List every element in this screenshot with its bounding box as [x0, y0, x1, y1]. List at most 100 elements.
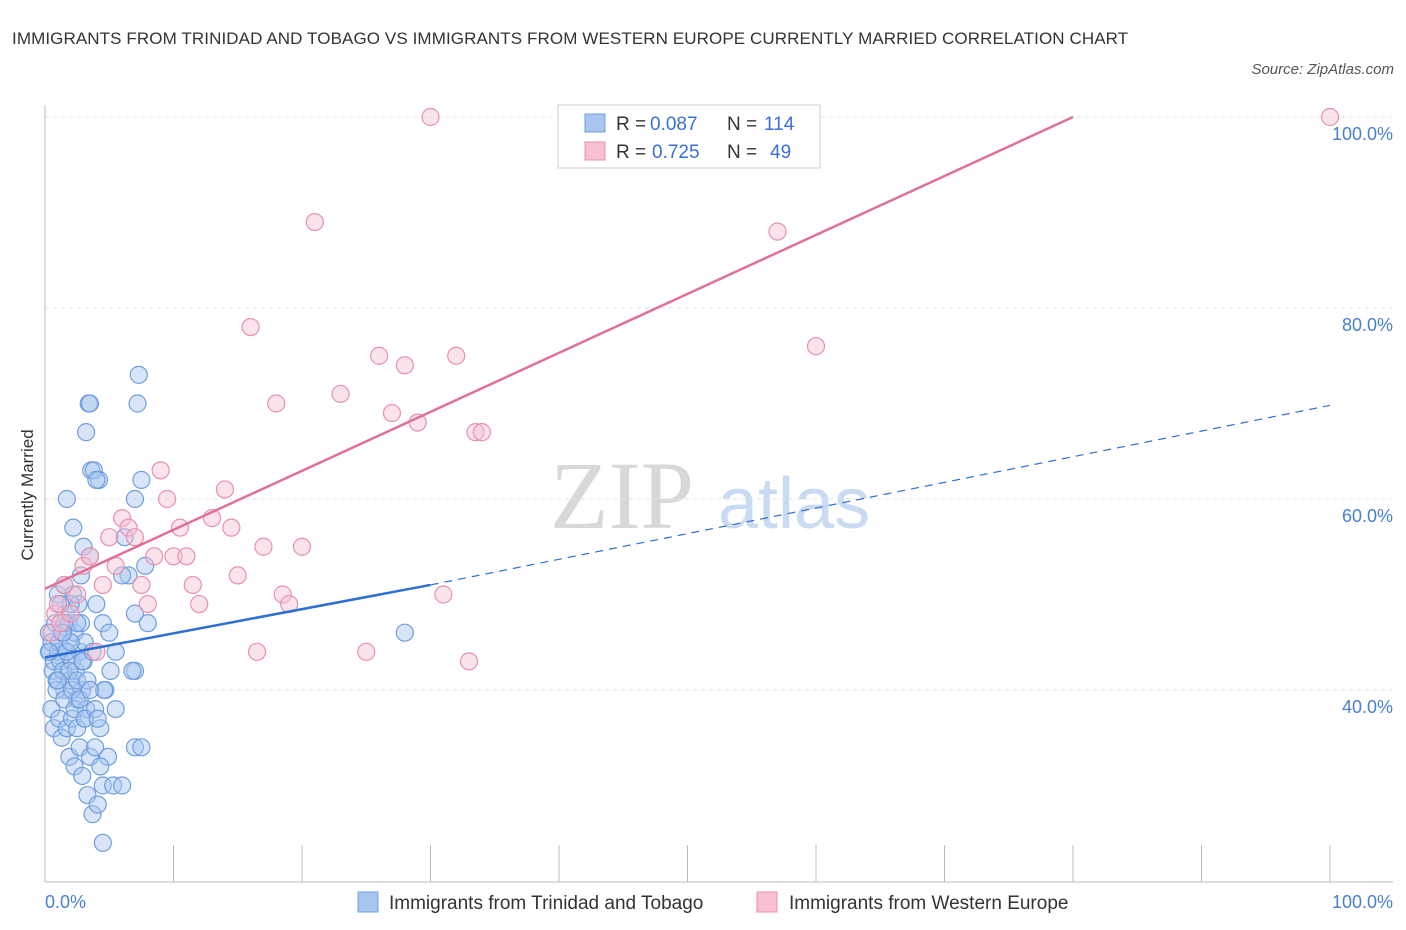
- trinidad-point-110: [123, 661, 142, 681]
- western-europe-point-52: [806, 337, 826, 356]
- trinidad-point-30: [42, 699, 61, 719]
- bottom-legend-label-pink: Immigrants from Western Europe: [789, 893, 1068, 914]
- trinidad-point-23: [69, 594, 88, 614]
- western-europe-point-31: [247, 642, 267, 661]
- western-europe-point-46: [447, 346, 466, 365]
- series-legend: Immigrants from Trinidad and Tobago Immi…: [357, 891, 1068, 914]
- western-europe-point-45: [421, 107, 440, 127]
- western-europe-point-30: [241, 318, 260, 337]
- western-europe-point-19: [151, 461, 170, 480]
- trinidad-point-48: [88, 795, 107, 814]
- legend-swatch-pink: [584, 141, 606, 161]
- trinidad-point-60: [74, 537, 93, 556]
- trinidad-point-113: [395, 623, 414, 642]
- western-europe-point-47: [459, 652, 479, 671]
- western-europe-point-6: [68, 585, 87, 604]
- trinidad-point-79: [132, 470, 151, 489]
- legend-n-value-blue: 114: [764, 114, 795, 135]
- western-europe-point-34: [273, 585, 292, 604]
- trinidad-point-62: [87, 594, 106, 614]
- trinidad-point-107: [48, 671, 67, 690]
- legend-r-label-blue: R =: [616, 114, 646, 135]
- trend-line-trinidad: [44, 583, 431, 659]
- bottom-legend-label-blue: Immigrants from Trinidad and Tobago: [389, 893, 703, 914]
- western-europe-point-21: [164, 547, 183, 566]
- watermark-zip: ZIP: [550, 442, 694, 549]
- y-tick-label-60: 60.0%: [1342, 506, 1393, 526]
- trinidad-point-89: [132, 738, 151, 757]
- y-axis-label: Currently Married: [18, 429, 37, 560]
- series-western-europe-points: [42, 107, 1340, 671]
- trinidad-point-111: [138, 614, 157, 633]
- bottom-legend-swatch-pink: [756, 891, 778, 913]
- trinidad-point-36: [57, 719, 76, 738]
- western-europe-point-38: [331, 384, 350, 404]
- western-europe-point-36: [292, 537, 312, 556]
- western-europe-point-29: [228, 566, 247, 585]
- trinidad-point-39: [65, 757, 84, 776]
- series-trinidad-points: [39, 365, 414, 852]
- chart-title: IMMIGRANTS FROM TRINIDAD AND TOBAGO VS I…: [12, 29, 1129, 48]
- trinidad-point-40: [68, 719, 87, 738]
- trinidad-point-31: [44, 719, 64, 738]
- western-europe-point-18: [145, 547, 164, 566]
- western-europe-point-40: [370, 346, 389, 365]
- y-tick-label-40: 40.0%: [1342, 697, 1393, 717]
- watermark-atlas: atlas: [718, 464, 870, 544]
- western-europe-point-15: [125, 528, 145, 547]
- trinidad-point-78: [125, 489, 145, 509]
- bottom-legend-swatch-blue: [357, 891, 379, 913]
- western-europe-point-44: [434, 585, 453, 604]
- trinidad-point-52: [98, 747, 118, 766]
- western-europe-point-37: [305, 212, 324, 232]
- trinidad-point-58: [61, 594, 80, 614]
- trinidad-point-42: [73, 766, 92, 786]
- western-europe-point-39: [357, 642, 376, 661]
- trinidad-point-100: [80, 680, 100, 700]
- western-europe-point-48: [466, 423, 485, 442]
- x-tick-label-right: 100.0%: [1332, 892, 1393, 912]
- trinidad-point-76: [115, 528, 134, 547]
- western-europe-point-53: [1320, 107, 1340, 127]
- western-europe-point-14: [119, 518, 138, 537]
- western-europe-point-41: [382, 403, 402, 423]
- trinidad-point-75: [112, 776, 132, 795]
- y-tick-labels: 40.0% 60.0% 80.0% 100.0%: [1332, 124, 1393, 717]
- western-europe-point-20: [157, 489, 177, 509]
- legend-r-label-pink: R =: [616, 142, 646, 163]
- trinidad-point-34: [52, 728, 71, 747]
- western-europe-point-16: [132, 575, 151, 595]
- y-tick-label-100: 100.0%: [1332, 124, 1393, 144]
- x-tick-label-left: 0.0%: [45, 892, 86, 912]
- western-europe-point-2: [48, 594, 67, 614]
- trinidad-point-88: [125, 738, 145, 757]
- trinidad-point-86: [112, 566, 132, 585]
- trinidad-point-77: [119, 566, 138, 585]
- western-europe-point-11: [100, 528, 119, 547]
- trinidad-point-93: [62, 680, 82, 700]
- western-europe-point-24: [183, 575, 202, 595]
- western-europe-point-5: [61, 604, 80, 623]
- legend-n-label-blue: N =: [727, 114, 757, 135]
- trinidad-point-47: [86, 738, 105, 757]
- trinidad-point-83: [128, 394, 147, 413]
- trinidad-point-32: [47, 680, 66, 700]
- trinidad-point-67: [77, 423, 96, 442]
- trinidad-point-95: [68, 671, 87, 690]
- trinidad-point-46: [83, 805, 102, 824]
- trinidad-point-105: [93, 833, 112, 852]
- trinidad-point-82: [129, 365, 148, 384]
- axes: [44, 105, 1393, 883]
- legend-n-value-pink: 49: [770, 142, 791, 163]
- legend-r-value-blue: 0.087: [650, 114, 698, 135]
- trinidad-point-73: [100, 623, 119, 642]
- trinidad-point-64: [57, 489, 76, 509]
- trinidad-point-50: [93, 776, 112, 795]
- western-europe-point-42: [395, 356, 414, 375]
- western-europe-point-33: [267, 394, 286, 413]
- trend-line-western-europe: [44, 115, 1074, 590]
- western-europe-point-32: [254, 537, 273, 556]
- legend-swatch-blue: [584, 113, 606, 133]
- trinidad-point-106: [61, 633, 80, 652]
